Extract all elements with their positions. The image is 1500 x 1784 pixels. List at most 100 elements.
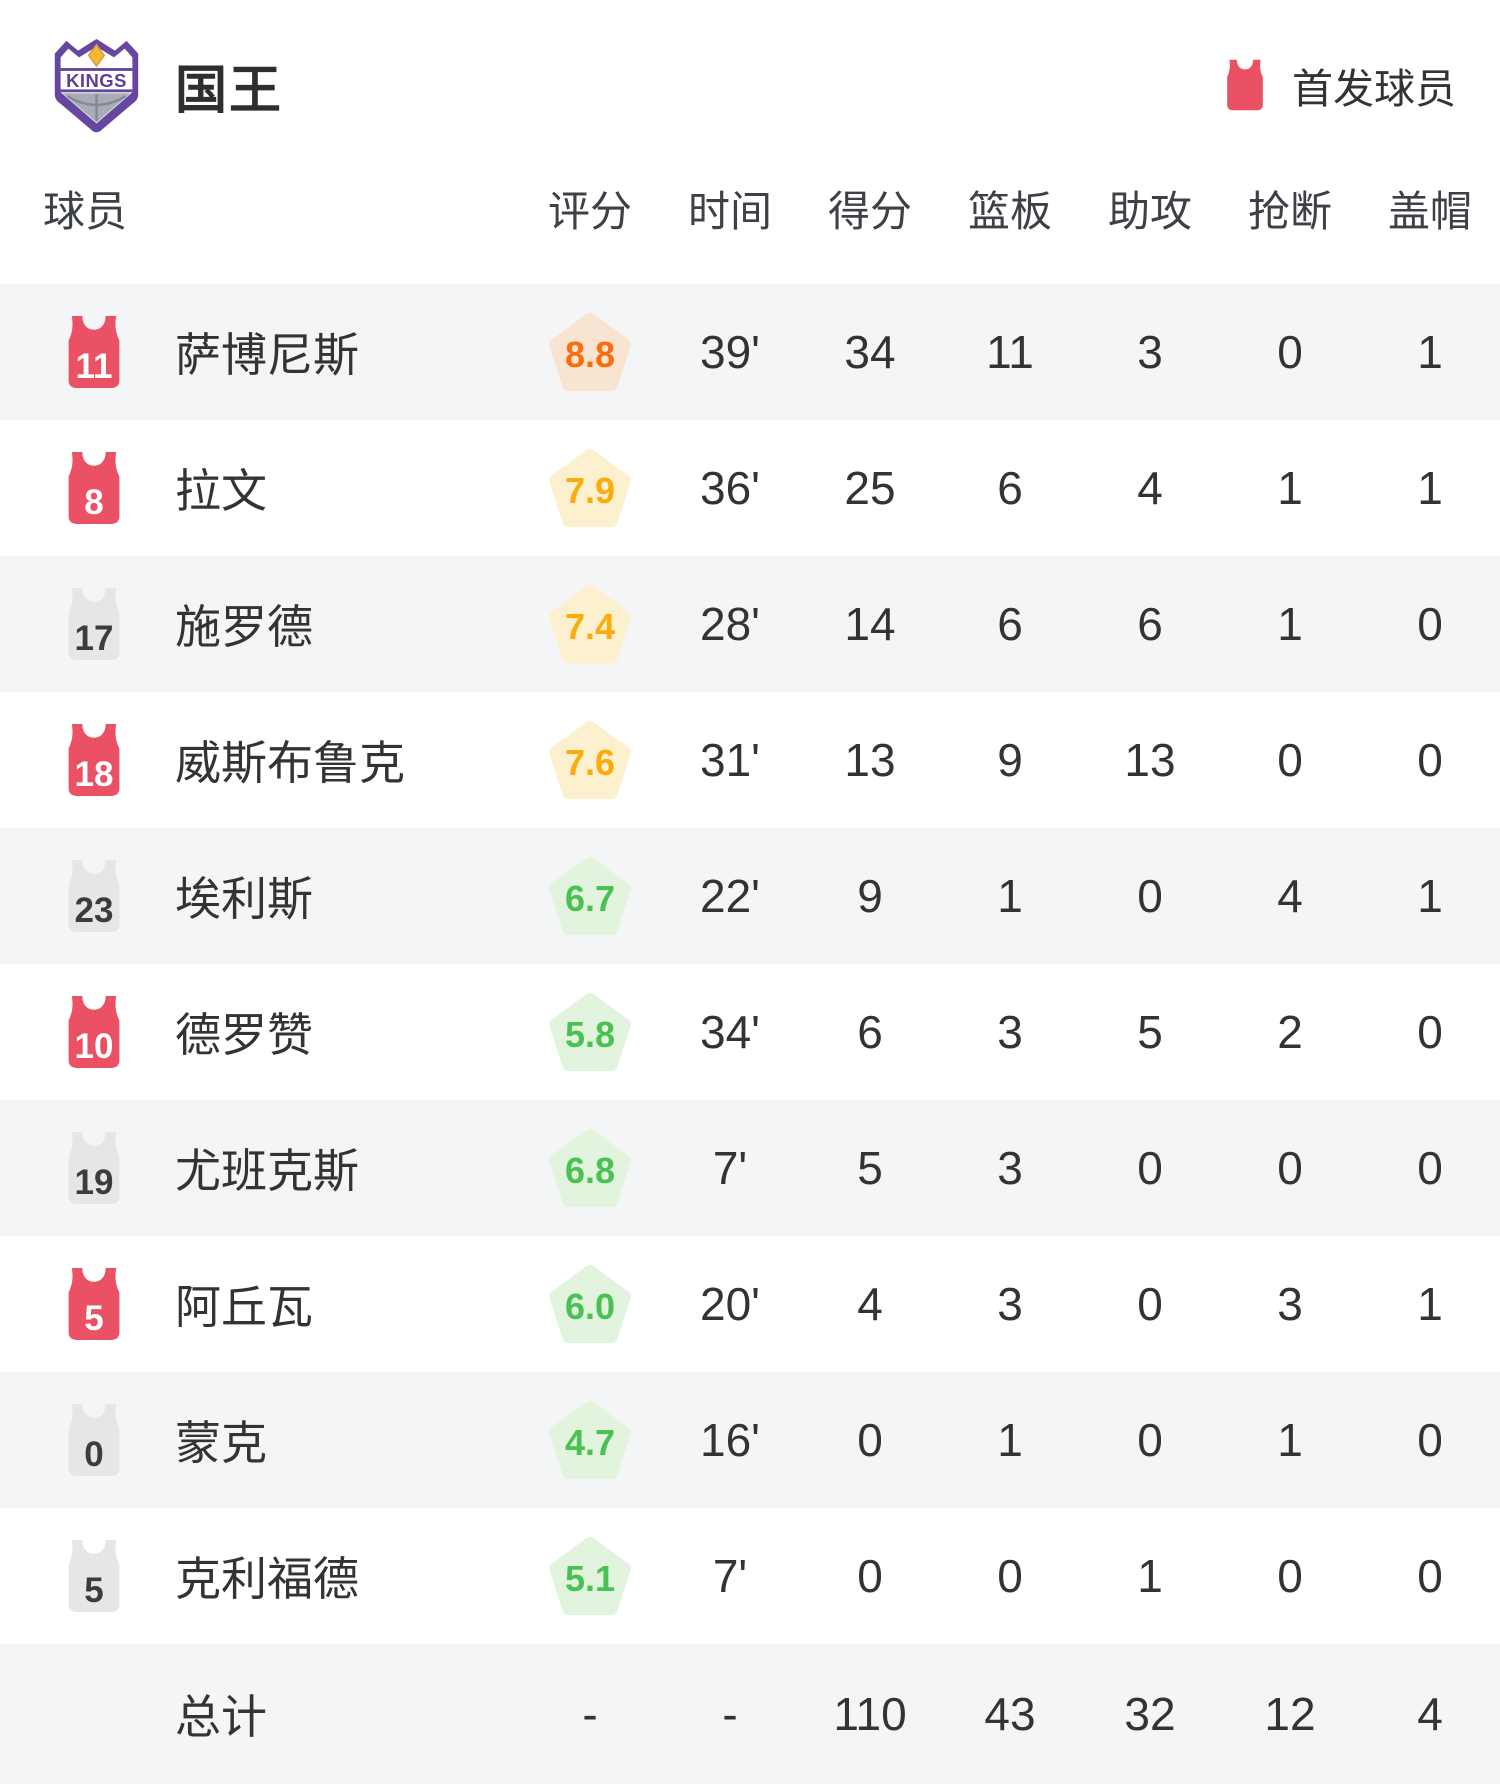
- jersey-number: 0: [84, 1435, 104, 1474]
- stat-rebounds: 1: [997, 870, 1023, 922]
- totals-assists: 32: [1124, 1688, 1176, 1740]
- player-name: 德罗赞: [175, 1009, 313, 1061]
- player-name: 尤班克斯: [175, 1145, 359, 1197]
- starter-legend: 首发球员: [1222, 55, 1456, 115]
- stat-time: 22': [700, 870, 760, 922]
- rating-value: 6.8: [564, 1149, 616, 1191]
- stat-steals: 1: [1277, 462, 1303, 514]
- column-header-blocks: 盖帽: [1387, 188, 1472, 235]
- jersey-number: 17: [74, 619, 114, 658]
- totals-row: 总计 - - 110 43 32 12 4: [0, 1644, 1500, 1784]
- rating-value: 8.8: [564, 333, 616, 375]
- player-row[interactable]: 19 尤班克斯 6.8 7' 5 3 0 0 0: [0, 1100, 1500, 1236]
- rating-badge: 7.6: [548, 720, 632, 800]
- jersey-icon: 23: [62, 859, 126, 933]
- stat-points: 0: [857, 1414, 883, 1466]
- stat-assists: 3: [1137, 326, 1163, 378]
- player-name: 萨博尼斯: [175, 329, 359, 381]
- stat-points: 6: [857, 1006, 883, 1058]
- player-name: 克利福德: [175, 1553, 359, 1605]
- stat-time: 28': [700, 598, 760, 650]
- stat-rebounds: 0: [997, 1550, 1023, 1602]
- stat-rebounds: 6: [997, 462, 1023, 514]
- stat-time: 31': [700, 734, 760, 786]
- player-name: 拉文: [175, 465, 267, 517]
- jersey-icon: 10: [62, 995, 126, 1069]
- stat-time: 7': [712, 1142, 748, 1194]
- stat-blocks: 1: [1417, 1278, 1443, 1330]
- jersey-number: 11: [75, 347, 113, 386]
- player-rows: 11 萨博尼斯 8.8 39' 34 11 3 0 1 8 拉文: [0, 284, 1500, 1644]
- stat-points: 14: [844, 598, 896, 650]
- jersey-number: 10: [74, 1027, 114, 1066]
- svg-text:KINGS: KINGS: [66, 69, 127, 90]
- jersey-icon: 5: [62, 1267, 126, 1341]
- jersey-number: 8: [84, 483, 104, 522]
- player-row[interactable]: 11 萨博尼斯 8.8 39' 34 11 3 0 1: [0, 284, 1500, 420]
- stat-rebounds: 6: [997, 598, 1023, 650]
- totals-time: -: [722, 1688, 738, 1740]
- player-row[interactable]: 0 蒙克 4.7 16' 0 1 0 1 0: [0, 1372, 1500, 1508]
- rating-value: 5.8: [564, 1013, 616, 1055]
- stat-assists: 6: [1137, 598, 1163, 650]
- stat-rebounds: 11: [986, 326, 1034, 378]
- stat-points: 5: [857, 1142, 883, 1194]
- rating-badge: 7.9: [548, 448, 632, 528]
- jersey-icon: 18: [62, 723, 126, 797]
- column-header-assists: 助攻: [1107, 188, 1192, 235]
- kings-logo: KINGS: [54, 38, 139, 132]
- player-row[interactable]: 17 施罗德 7.4 28' 14 6 6 1 0: [0, 556, 1500, 692]
- stat-rebounds: 9: [997, 734, 1023, 786]
- player-row[interactable]: 18 威斯布鲁克 7.6 31' 13 9 13 0 0: [0, 692, 1500, 828]
- stat-points: 34: [844, 326, 896, 378]
- player-row[interactable]: 8 拉文 7.9 36' 25 6 4 1 1: [0, 420, 1500, 556]
- stat-blocks: 0: [1417, 1414, 1443, 1466]
- stat-blocks: 0: [1417, 1550, 1443, 1602]
- jersey-icon: 5: [62, 1539, 126, 1613]
- stat-blocks: 0: [1417, 1006, 1443, 1058]
- jersey-number: 19: [74, 1163, 114, 1202]
- stat-rebounds: 3: [997, 1006, 1023, 1058]
- player-row[interactable]: 23 埃利斯 6.7 22' 9 1 0 4 1: [0, 828, 1500, 964]
- stat-time: 36': [700, 462, 760, 514]
- stat-rebounds: 1: [997, 1414, 1023, 1466]
- rating-value: 7.4: [564, 605, 616, 647]
- stat-steals: 0: [1277, 734, 1303, 786]
- rating-badge: 8.8: [548, 312, 632, 392]
- stat-steals: 2: [1277, 1006, 1303, 1058]
- team-header: KINGS 国王 首发球员: [0, 0, 1500, 154]
- starter-legend-label: 首发球员: [1292, 66, 1456, 112]
- player-name: 阿丘瓦: [175, 1281, 313, 1333]
- rating-badge: 7.4: [548, 584, 632, 664]
- totals-rebounds: 43: [984, 1688, 1036, 1740]
- stat-assists: 0: [1137, 1414, 1163, 1466]
- player-row[interactable]: 5 阿丘瓦 6.0 20' 4 3 0 3 1: [0, 1236, 1500, 1372]
- stat-time: 16': [700, 1414, 760, 1466]
- jersey-number: 5: [84, 1571, 104, 1610]
- rating-badge: 5.1: [548, 1536, 632, 1616]
- column-header-points: 得分: [827, 188, 912, 235]
- rating-badge: 6.7: [548, 856, 632, 936]
- rating-value: 7.6: [564, 741, 616, 783]
- stat-time: 39': [700, 326, 760, 378]
- stat-assists: 13: [1124, 734, 1176, 786]
- column-header-steals: 抢断: [1247, 188, 1332, 235]
- stat-blocks: 0: [1417, 1142, 1443, 1194]
- stat-assists: 5: [1137, 1006, 1163, 1058]
- player-row[interactable]: 10 德罗赞 5.8 34' 6 3 5 2 0: [0, 964, 1500, 1100]
- player-row[interactable]: 5 克利福德 5.1 7' 0 0 1 0 0: [0, 1508, 1500, 1644]
- rating-badge: 6.8: [548, 1128, 632, 1208]
- stat-points: 13: [844, 734, 896, 786]
- table-header-row: 球员 评分 时间 得分 篮板 助攻 抢断 盖帽: [0, 154, 1500, 284]
- jersey-icon: 19: [62, 1131, 126, 1205]
- stat-assists: 0: [1137, 1278, 1163, 1330]
- stat-points: 4: [857, 1278, 883, 1330]
- totals-steals: 12: [1264, 1688, 1316, 1740]
- player-name: 施罗德: [175, 601, 313, 653]
- stat-points: 0: [857, 1550, 883, 1602]
- rating-badge: 6.0: [548, 1264, 632, 1344]
- stat-steals: 1: [1277, 598, 1303, 650]
- stat-assists: 0: [1137, 870, 1163, 922]
- stat-assists: 1: [1137, 1550, 1163, 1602]
